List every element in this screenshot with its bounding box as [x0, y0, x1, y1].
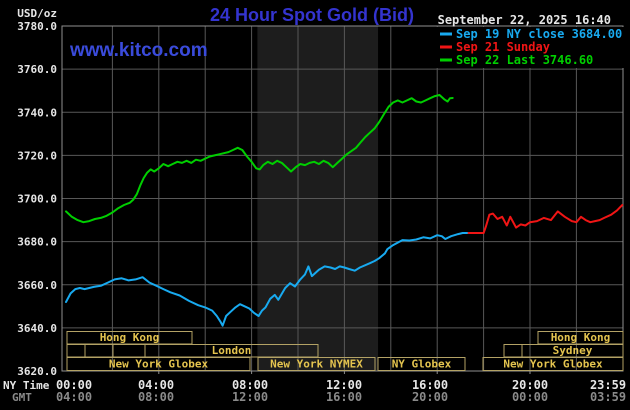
session-label: NY Globex: [392, 358, 452, 371]
x-tick-label-ny: 00:00: [56, 378, 92, 392]
x-tick-label-ny: 04:00: [138, 378, 174, 392]
session-box: [482, 357, 624, 371]
y-tick-label: 3760.0: [17, 63, 57, 76]
legend: Sep 19 NY close 3684.00 Sep 21 Sunday Se…: [433, 27, 628, 68]
session-label: Hong Kong: [100, 331, 160, 344]
kitco-watermark-link[interactable]: www.kitco.com: [69, 40, 208, 61]
x-tick-label-gmt: 12:00: [232, 390, 268, 404]
session-label: New York NYMEX: [270, 358, 363, 371]
y-tick-label: 3700.0: [17, 193, 57, 206]
legend-background: [433, 27, 628, 68]
y-tick-label: 3720.0: [17, 149, 57, 162]
x-tick-label-ny: 23:59: [590, 378, 626, 392]
session-box: [257, 357, 376, 371]
y-tick-label: 3780.0: [17, 20, 57, 33]
x-tick-label-ny: 12:00: [326, 378, 362, 392]
session-label: Hong Kong: [551, 331, 611, 344]
x-tick-label-ny: 08:00: [232, 378, 268, 392]
session-label: New York Globex: [109, 358, 209, 371]
page-title: 24 Hour Spot Gold (Bid): [210, 5, 414, 25]
session-box: [66, 357, 251, 371]
price-line-green: [65, 94, 454, 224]
x-tick-label-ny: 16:00: [412, 378, 448, 392]
x-tick-label-gmt: 03:59: [590, 390, 626, 404]
gmt-axis-label: GMT: [12, 391, 32, 404]
legend-item-sep22: Sep 22 Last 3746.60: [456, 53, 593, 67]
y-tick-label: 3660.0: [17, 279, 57, 292]
y-tick-label: 3620.0: [17, 365, 57, 378]
ny-time-axis-label: NY Time: [3, 379, 50, 392]
x-tick-label-gmt: 16:00: [326, 390, 362, 404]
y-axis-units-label: USD/oz: [17, 7, 57, 20]
x-tick-label-gmt: 00:00: [512, 390, 548, 404]
legend-item-sep19: Sep 19 NY close 3684.00: [456, 27, 622, 41]
x-tick-label-gmt: 04:00: [56, 390, 92, 404]
x-tick-label-gmt: 08:00: [138, 390, 174, 404]
session-label: New York Globex: [503, 358, 603, 371]
x-tick-label-gmt: 20:00: [412, 390, 448, 404]
x-tick-label-ny: 20:00: [512, 378, 548, 392]
datetime-label: September 22, 2025 16:40: [438, 13, 611, 27]
price-line-cyan: [65, 232, 470, 327]
session-label: London: [212, 344, 252, 357]
session-box: [377, 357, 466, 371]
legend-item-sep21: Sep 21 Sunday: [456, 40, 550, 54]
session-label: Sydney: [553, 344, 593, 357]
y-tick-label: 3680.0: [17, 236, 57, 249]
y-tick-label: 3640.0: [17, 322, 57, 335]
y-tick-label: 3740.0: [17, 106, 57, 119]
price-line-red: [467, 204, 624, 234]
